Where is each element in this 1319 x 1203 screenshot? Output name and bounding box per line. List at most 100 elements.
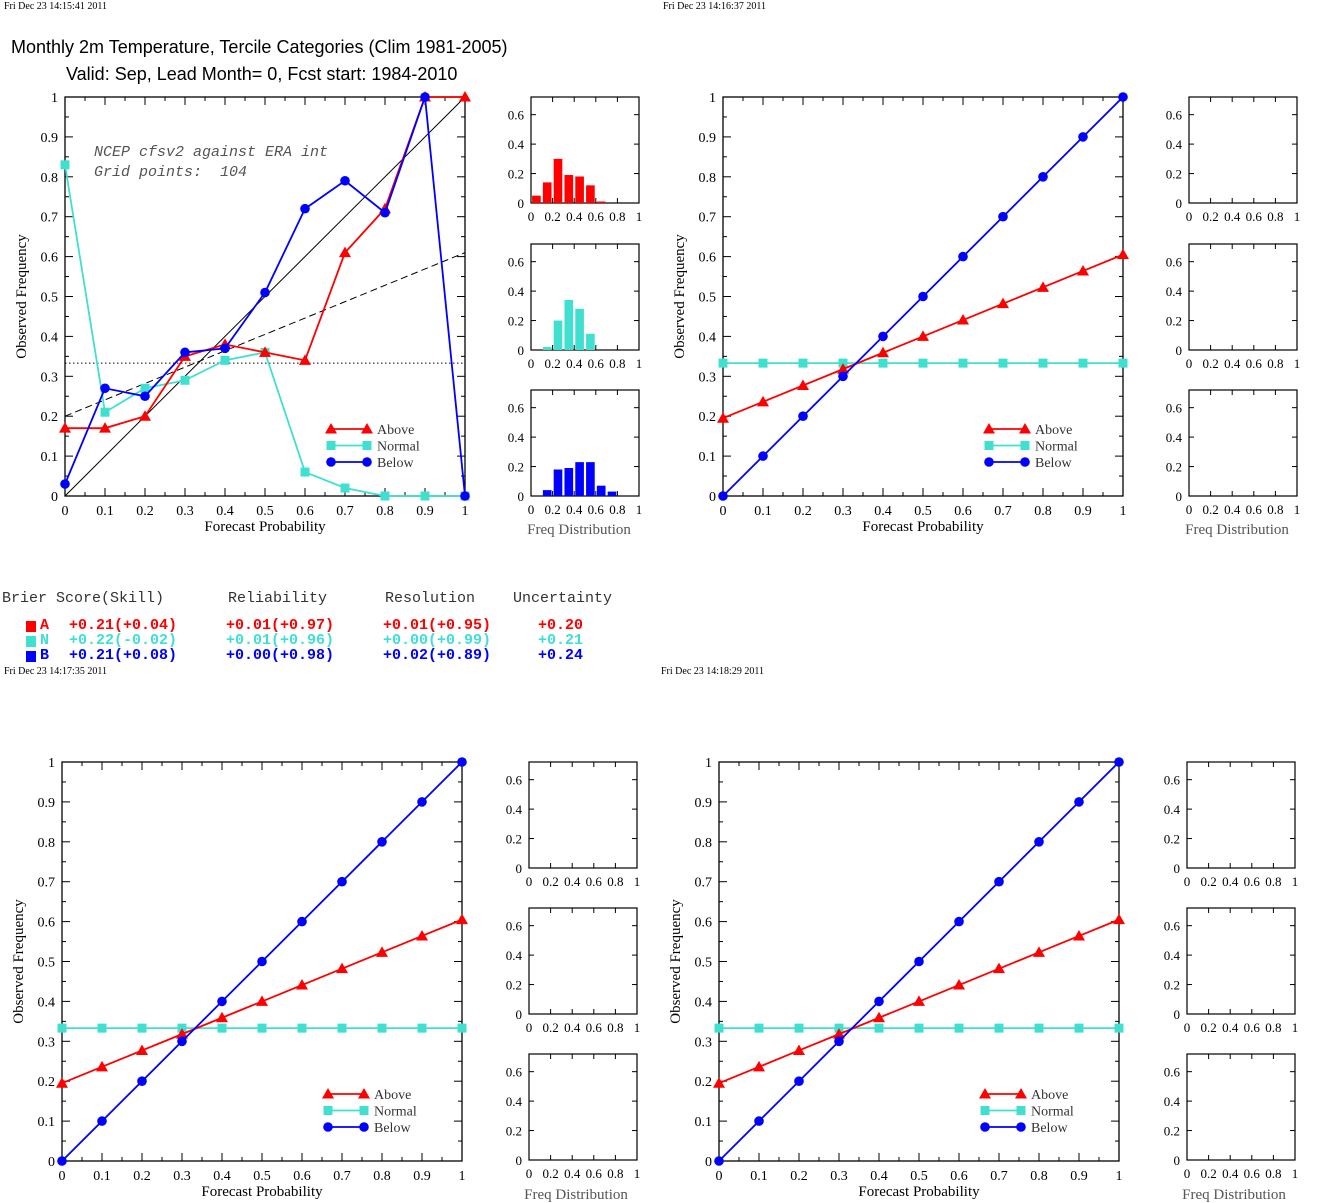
hist-x-tick-label: 0.8 (609, 356, 625, 371)
y-tick-label: 0.8 (699, 171, 717, 186)
hist-y-tick-label: 0.6 (1164, 919, 1181, 934)
above-marker (299, 354, 311, 365)
x-tick-label: 0.3 (830, 1169, 848, 1184)
above-marker (361, 423, 373, 434)
above-marker (322, 1088, 334, 1099)
below-marker (980, 1122, 990, 1132)
histogram-bar (596, 201, 606, 203)
y-tick-label: 0.9 (38, 796, 56, 811)
hist-x-tick-label: 0.6 (588, 502, 605, 517)
y-tick-label: 0.4 (695, 995, 713, 1010)
normal-marker (337, 1023, 347, 1033)
hist-y-tick-label: 0.4 (508, 137, 525, 152)
histogram-frame (1186, 1053, 1296, 1161)
below-marker (137, 1076, 147, 1086)
y-tick-label: 0.6 (695, 916, 713, 931)
below-marker (1038, 172, 1048, 182)
y-tick-label: 0.1 (41, 450, 59, 465)
x-tick-label: 0.3 (834, 504, 852, 519)
score-uncertainty: +0.20 (538, 617, 584, 634)
x-tick-label: 0.4 (874, 504, 892, 519)
normal-marker (1020, 441, 1030, 450)
below-marker (834, 1036, 844, 1047)
y-tick-label: 0.9 (41, 131, 59, 146)
x-tick-label: 0.4 (216, 504, 234, 519)
normal-marker (1038, 358, 1048, 368)
hist-y-tick-label: 0 (518, 343, 525, 358)
hist-y-tick-label: 0.2 (1164, 978, 1180, 993)
below-marker (714, 1156, 724, 1166)
hist-x-tick-label: 0.2 (1200, 1166, 1216, 1181)
y-axis-label: Observed Frequency (668, 899, 684, 1024)
normal-marker (1016, 1106, 1026, 1115)
normal-marker (420, 491, 430, 501)
above-marker (979, 1088, 991, 1099)
below-marker (794, 1076, 804, 1086)
histogram-frame (528, 907, 638, 1015)
histogram-bar (596, 485, 606, 496)
x-tick-label: 0.1 (93, 1169, 111, 1184)
hist-x-tick-label: 0.8 (607, 874, 623, 889)
normal-marker (217, 1023, 227, 1033)
above-marker (717, 412, 729, 423)
normal-marker (754, 1023, 764, 1033)
normal-marker (914, 1023, 924, 1033)
hist-x-tick-label: 0.4 (564, 1020, 581, 1035)
hist-y-tick-label: 0.4 (1164, 1094, 1181, 1109)
hist-x-tick-label: 0 (526, 874, 533, 889)
histogram-bar (553, 158, 563, 203)
hist-x-tick-label: 0.4 (564, 1166, 581, 1181)
hist-y-tick-label: 0.2 (1164, 832, 1180, 847)
y-tick-label: 0.3 (695, 1035, 713, 1050)
legend-label: Below (1035, 456, 1072, 471)
y-tick-label: 0.3 (41, 370, 59, 385)
hist-y-tick-label: 0.2 (508, 314, 524, 329)
hist-x-tick-label: 0.6 (1246, 209, 1263, 224)
legend-label: Below (377, 456, 414, 471)
hist-x-tick-label: 0.8 (609, 209, 625, 224)
hist-x-tick-label: 0.2 (1202, 356, 1218, 371)
normal-marker (794, 1023, 804, 1033)
below-marker (140, 391, 150, 402)
hist-y-tick-label: 0 (516, 1007, 523, 1022)
hist-y-tick-label: 0.2 (508, 460, 524, 475)
above-marker (877, 346, 889, 358)
below-marker (220, 343, 230, 354)
above-marker (459, 91, 471, 102)
x-tick-label: 1 (1120, 504, 1127, 519)
hist-x-tick-label: 0.6 (588, 209, 605, 224)
histogram-frame (1188, 96, 1298, 204)
score-resolution: +0.02(+0.89) (383, 647, 492, 664)
normal-marker (998, 358, 1008, 368)
normal-marker (798, 358, 808, 368)
x-tick-label: 0.6 (293, 1169, 311, 1184)
hist-x-tick-label: 0.4 (1222, 874, 1239, 889)
x-tick-label: 0.5 (914, 504, 932, 519)
below-swatch (26, 651, 36, 662)
hist-y-tick-label: 0.4 (1166, 430, 1183, 445)
x-axis-label: Forecast Probability (862, 519, 984, 535)
x-tick-label: 0 (59, 1169, 66, 1184)
score-reliability: +0.00(+0.98) (226, 647, 335, 664)
below-marker (100, 383, 110, 394)
below-marker (60, 479, 70, 489)
hist-y-tick-label: 0 (518, 196, 525, 211)
below-marker (417, 797, 427, 807)
below-marker (340, 175, 350, 186)
above-marker (296, 979, 308, 990)
below-marker (362, 457, 372, 467)
histogram-bar (542, 347, 552, 350)
below-marker (918, 291, 928, 302)
histogram-frame (1188, 243, 1298, 351)
normal-marker (380, 491, 390, 501)
hist-x-tick-label: 1 (636, 356, 643, 371)
histogram-bar (586, 333, 595, 350)
normal-marker (958, 358, 968, 368)
histogram-bar (607, 491, 617, 496)
above-marker (713, 1077, 725, 1088)
histogram-frame (528, 761, 638, 869)
above-marker (913, 995, 925, 1006)
normal-marker (340, 483, 350, 493)
x-axis-label: Forecast Probability (858, 1184, 980, 1200)
normal-marker (362, 441, 372, 450)
